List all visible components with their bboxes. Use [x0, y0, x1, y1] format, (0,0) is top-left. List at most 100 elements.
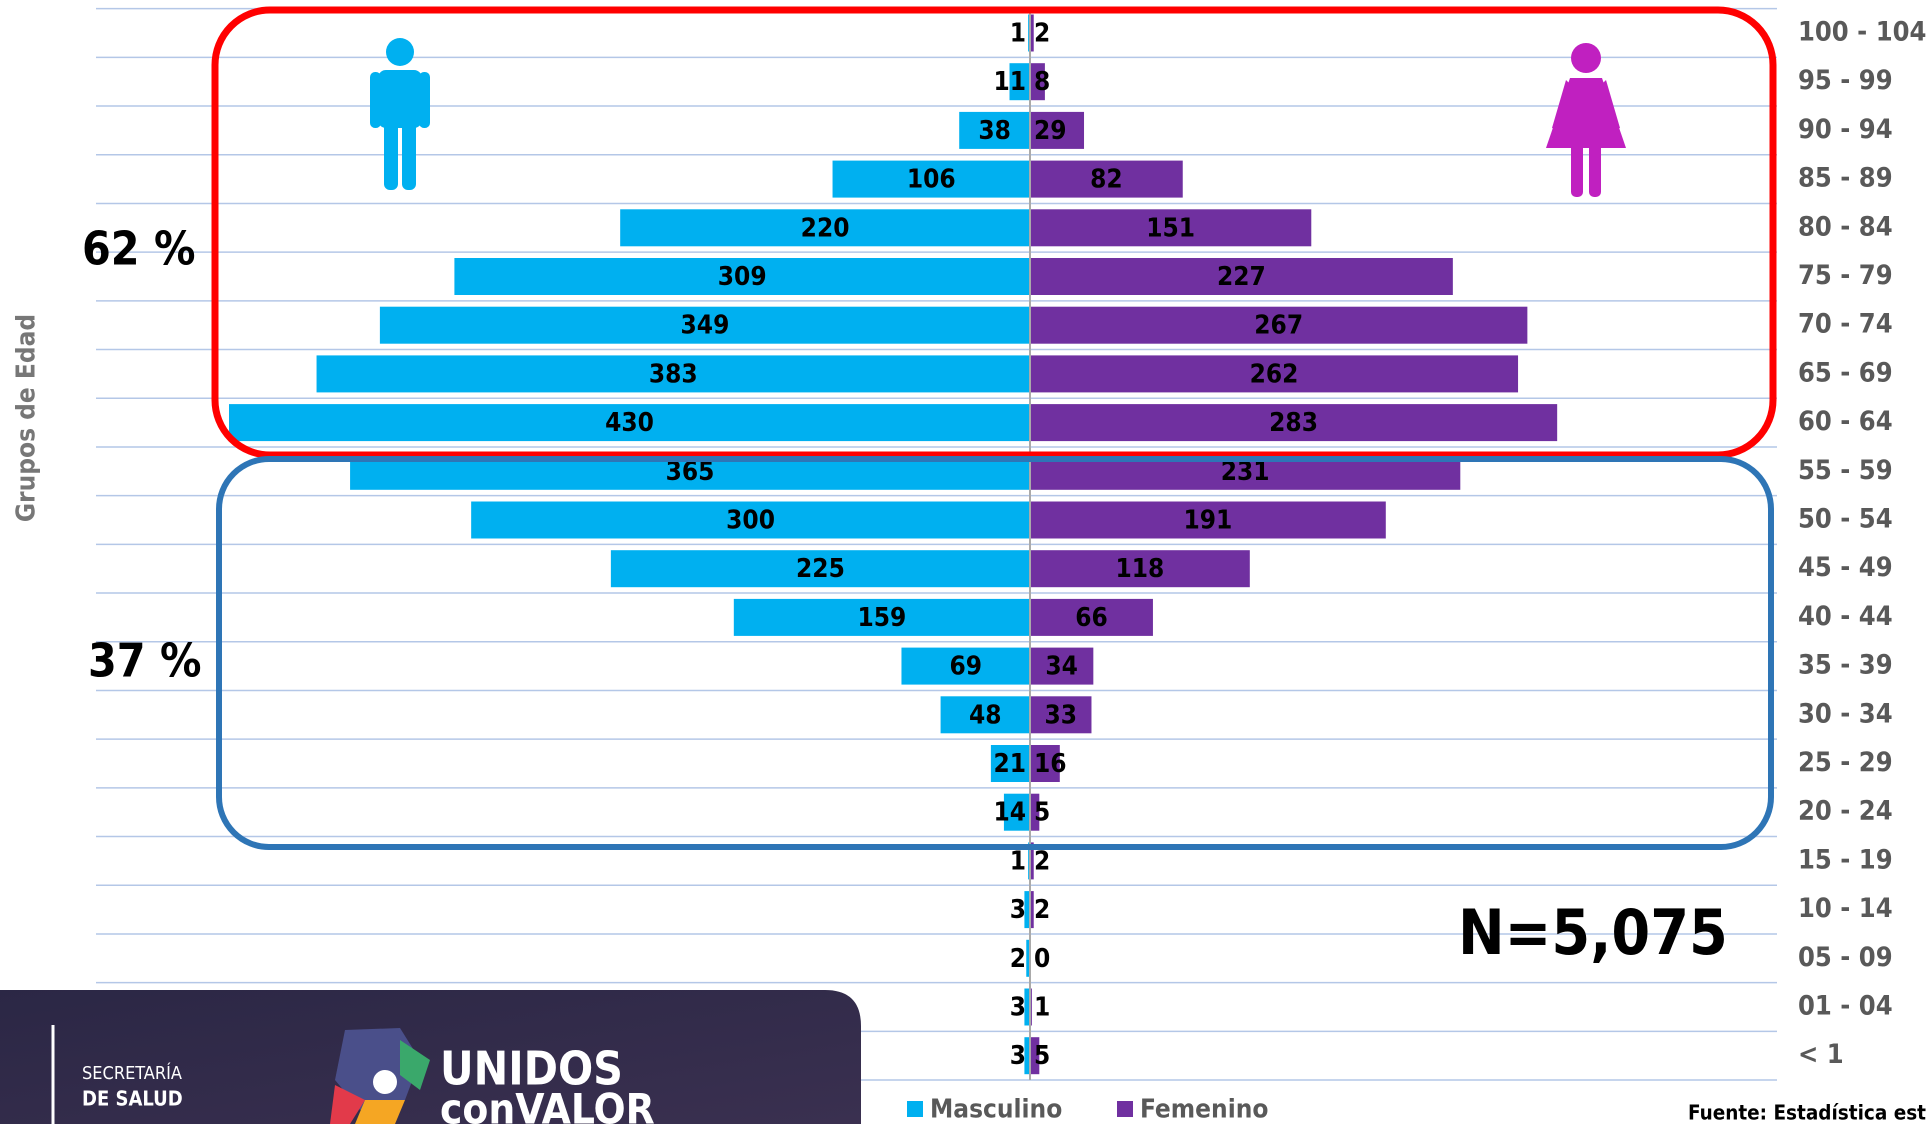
category-label: 75 - 79: [1798, 260, 1893, 291]
category-label: 70 - 74: [1798, 309, 1893, 340]
category-label: 50 - 54: [1798, 504, 1893, 535]
value-label: 262: [1250, 359, 1299, 389]
value-label: 225: [796, 554, 845, 584]
group-box-younger: [216, 456, 1774, 850]
bar: [379, 306, 1030, 344]
male-icon: [370, 38, 430, 190]
category-label: 05 - 09: [1798, 942, 1893, 973]
value-label: 34: [1045, 652, 1078, 682]
value-label: 2: [1010, 944, 1026, 974]
bar: [1030, 404, 1558, 442]
value-label: 82: [1090, 165, 1123, 195]
category-label: 20 - 24: [1798, 796, 1893, 827]
bar: [1030, 501, 1386, 539]
source-note: Fuente: Estadística est: [1688, 1101, 1926, 1124]
value-label: 309: [718, 262, 767, 292]
bar: [1030, 745, 1060, 782]
logo-mark: [330, 1028, 430, 1124]
value-label: 14: [993, 798, 1026, 828]
bar: [620, 209, 1030, 247]
value-label: 1: [1010, 846, 1026, 876]
bar: [1009, 63, 1030, 101]
logo-background: [0, 990, 861, 1124]
bar: [454, 258, 1030, 295]
category-label: 45 - 49: [1798, 552, 1893, 583]
category-label: 65 - 69: [1798, 357, 1893, 388]
category-label: 80 - 84: [1798, 211, 1893, 242]
category-label: 30 - 34: [1798, 698, 1893, 729]
category-label: 55 - 59: [1798, 455, 1893, 486]
annotation: 62 %: [82, 222, 195, 276]
category-label: 60 - 64: [1798, 406, 1893, 437]
bar: [1030, 696, 1092, 734]
value-label: 349: [681, 311, 730, 341]
category-label: 10 - 14: [1798, 893, 1893, 924]
bar: [990, 745, 1030, 782]
value-label: 191: [1183, 506, 1232, 536]
value-label: 151: [1146, 213, 1195, 243]
value-label: 3: [1010, 993, 1026, 1023]
bar: [1024, 891, 1030, 929]
value-label: 66: [1075, 603, 1108, 633]
value-label: 430: [605, 408, 654, 438]
bar: [1030, 793, 1040, 831]
value-label: 8: [1034, 67, 1050, 97]
category-label: 25 - 29: [1798, 747, 1893, 778]
value-label: 38: [978, 116, 1011, 146]
category-label: < 1: [1798, 1039, 1844, 1070]
bar: [1030, 550, 1250, 588]
value-label: 5: [1034, 798, 1050, 828]
bar: [1030, 160, 1183, 198]
bar: [1030, 258, 1453, 295]
value-label: 383: [649, 359, 698, 389]
value-label: 3: [1010, 1041, 1026, 1071]
bar: [1024, 988, 1030, 1026]
value-label: 106: [907, 165, 956, 195]
value-label: 3: [1010, 895, 1026, 925]
bar: [1030, 111, 1085, 149]
bar: [1030, 891, 1034, 929]
bar: [832, 160, 1030, 198]
value-label: 2: [1034, 895, 1050, 925]
value-label: 21: [993, 749, 1026, 779]
bar: [1003, 793, 1030, 831]
bar: [1030, 1037, 1040, 1075]
bar: [471, 501, 1030, 539]
annotation: N=5,075: [1458, 896, 1728, 969]
logo-brand: UNIDOS: [440, 1042, 623, 1096]
value-label: 300: [726, 506, 775, 536]
bar: [1030, 63, 1045, 101]
female-icon: [1546, 43, 1626, 197]
bar: [1030, 306, 1528, 344]
category-label: 100 - 104: [1798, 17, 1926, 48]
value-label: 0: [1034, 944, 1050, 974]
bar: [1024, 1037, 1030, 1075]
bar: [733, 598, 1030, 636]
category-label: 35 - 39: [1798, 650, 1893, 681]
value-label: 118: [1115, 554, 1164, 584]
value-label: 48: [969, 700, 1002, 730]
category-label: 15 - 19: [1798, 844, 1893, 875]
bar: [229, 404, 1030, 442]
value-label: 5: [1034, 1041, 1050, 1071]
category-label: 90 - 94: [1798, 114, 1893, 145]
value-label: 159: [857, 603, 906, 633]
value-label: 29: [1034, 116, 1067, 146]
value-label: 227: [1217, 262, 1266, 292]
bar: [1030, 209, 1312, 247]
value-label: 283: [1269, 408, 1318, 438]
legend-label: Femenino: [1140, 1095, 1268, 1124]
value-label: 2: [1034, 19, 1050, 49]
value-label: 11: [993, 67, 1026, 97]
logo-text: DE SALUD: [82, 1087, 183, 1111]
logo-text: SECRETARÍA: [82, 1062, 182, 1084]
category-label: 01 - 04: [1798, 991, 1893, 1022]
group-box-older: [211, 6, 1777, 459]
y-axis-label: Grupos de Edad: [12, 314, 42, 522]
bar: [1030, 355, 1519, 393]
legend-label: Masculino: [930, 1095, 1062, 1124]
legend-swatch: [1117, 1101, 1133, 1117]
bar: [1030, 598, 1153, 636]
value-label: 69: [949, 652, 982, 682]
